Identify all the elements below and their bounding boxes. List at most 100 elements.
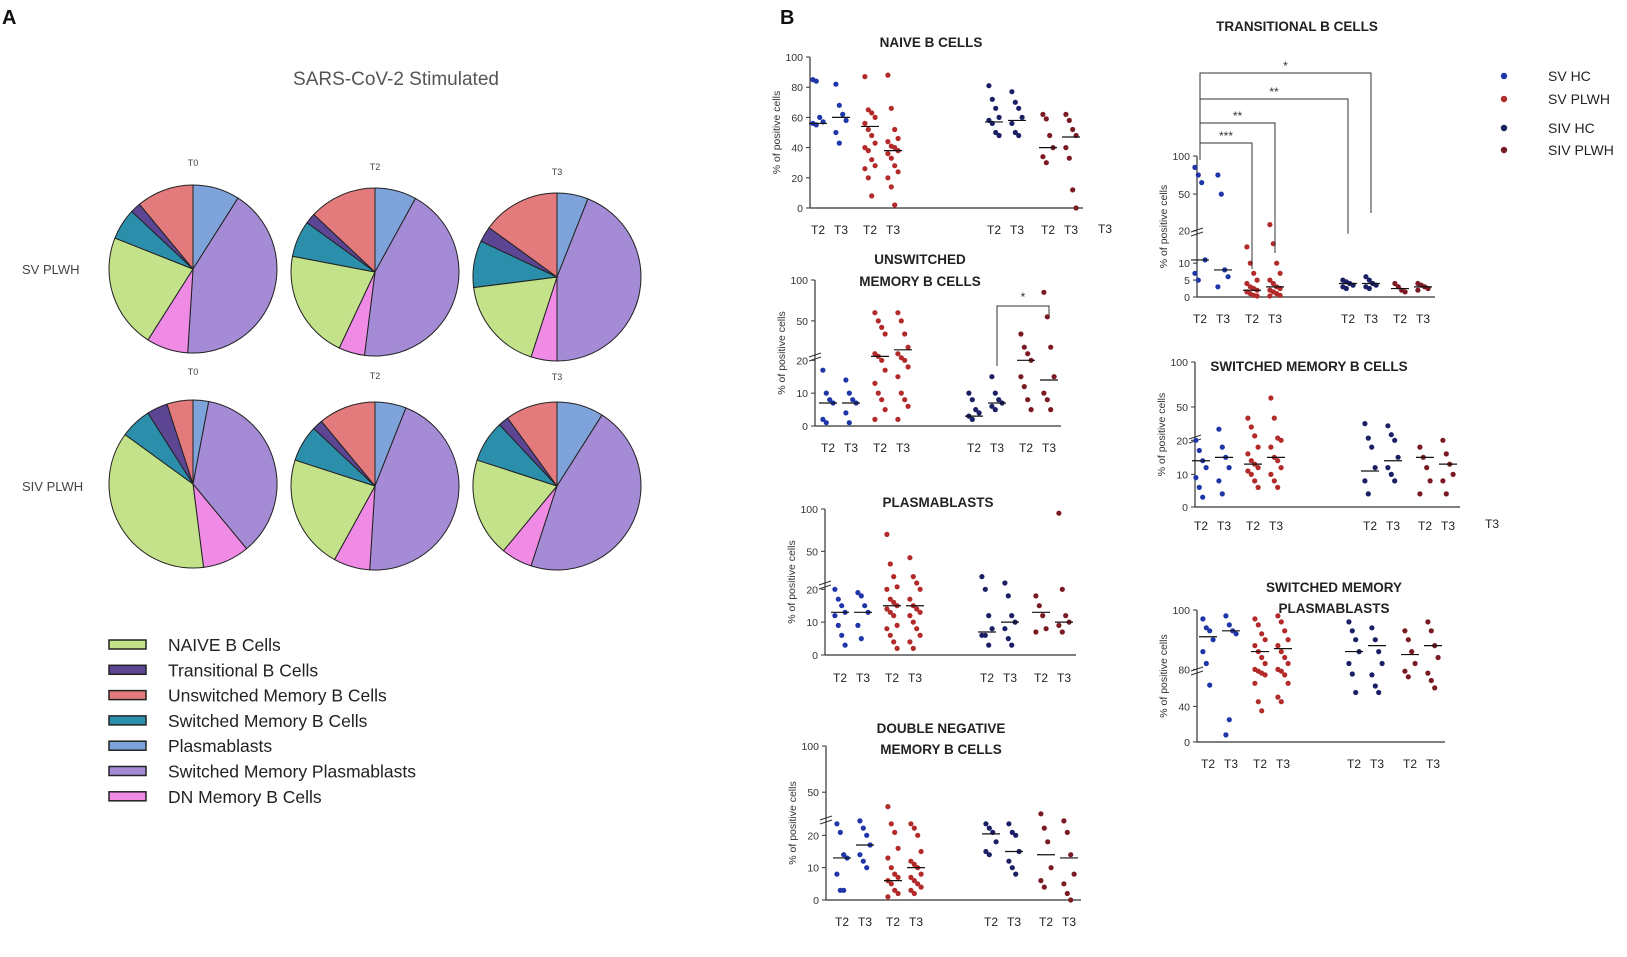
- data-point: [982, 632, 988, 638]
- pie-4: [108, 399, 278, 569]
- pie-slice: [166, 399, 194, 485]
- data-point: [884, 626, 890, 632]
- data-point: [865, 148, 871, 154]
- data-point: [1415, 287, 1421, 293]
- y-tick-label: 10: [1176, 469, 1188, 481]
- data-point: [1366, 285, 1372, 292]
- data-point: [986, 83, 992, 89]
- y-tick-label: 100: [1172, 605, 1190, 617]
- data-point: [872, 310, 878, 316]
- y-tick-label: 0: [1184, 292, 1190, 304]
- data-point: [1066, 155, 1072, 161]
- data-point: [1210, 637, 1216, 643]
- pie-slice: [363, 197, 460, 357]
- y-tick-label: 50: [1178, 189, 1190, 201]
- data-point: [911, 890, 917, 897]
- data-point: [1365, 491, 1371, 497]
- data-point: [879, 397, 885, 403]
- pie-slice: [472, 459, 558, 552]
- x-tick-label: T3: [1062, 915, 1076, 929]
- data-point: [1285, 637, 1291, 643]
- data-point: [986, 825, 992, 831]
- data-point: [1226, 465, 1232, 471]
- data-point: [1040, 154, 1046, 160]
- data-point: [1440, 437, 1446, 443]
- x-tick-label: T2: [1039, 915, 1053, 929]
- legend-swatch: [108, 765, 147, 777]
- plot-title: MEMORY B CELLS: [859, 274, 981, 289]
- col-label-siv-t0: T0: [188, 367, 199, 377]
- data-point: [989, 96, 995, 102]
- data-point: [1278, 699, 1284, 705]
- data-point: [1349, 628, 1355, 634]
- data-point: [1245, 451, 1251, 457]
- data-point: [1248, 424, 1254, 430]
- data-point: [892, 829, 898, 836]
- data-point: [885, 855, 891, 861]
- data-point: [817, 114, 823, 120]
- data-point: [865, 175, 871, 181]
- data-point: [1402, 628, 1408, 634]
- data-point: [858, 636, 864, 642]
- series-legend: SV HC SV PLWH SIV HC SIV PLWH: [1500, 68, 1614, 158]
- data-point: [862, 145, 868, 151]
- data-point: [858, 593, 864, 599]
- data-point: [895, 845, 901, 851]
- data-point: [989, 374, 995, 380]
- data-point: [850, 397, 856, 403]
- data-point: [1207, 682, 1213, 688]
- data-point: [1040, 111, 1046, 117]
- x-tick-label: T2: [1253, 757, 1267, 771]
- data-point: [1009, 120, 1015, 126]
- data-point: [1064, 829, 1070, 836]
- data-point: [1016, 132, 1022, 139]
- legend-label: SV PLWH: [1548, 91, 1610, 107]
- plot-title: SWITCHED MEMORY B CELLS: [1210, 359, 1407, 374]
- data-point: [915, 832, 921, 838]
- data-point: [895, 374, 901, 380]
- data-point: [1255, 444, 1261, 450]
- x-tick-label: T2: [1194, 519, 1208, 533]
- x-tick-label: T2: [1393, 312, 1407, 326]
- data-point: [1277, 292, 1283, 298]
- data-point: [1440, 478, 1446, 484]
- scatter-plot-4: DOUBLE NEGATIVE MEMORY B CELLS 0 10 20 50 100%…: [787, 721, 1081, 929]
- data-point: [1245, 468, 1251, 474]
- legend-label: SIV PLWH: [1548, 142, 1614, 158]
- x-tick-label: T3: [1426, 757, 1440, 771]
- y-tick-label: 20: [1176, 435, 1188, 447]
- y-tick-label: 10: [807, 863, 819, 875]
- data-point: [986, 642, 992, 648]
- data-point: [888, 105, 894, 111]
- data-point: [820, 416, 826, 422]
- data-point: [1200, 649, 1206, 655]
- axis-break-mark: [819, 815, 833, 821]
- data-point: [1365, 435, 1371, 441]
- y-tick-label: 80: [1178, 664, 1190, 676]
- data-point: [836, 140, 842, 146]
- data-point: [1013, 871, 1019, 877]
- x-tick-label: T2: [873, 441, 887, 455]
- data-point: [1402, 289, 1408, 295]
- plot-title: NAIVE B CELLS: [880, 35, 983, 50]
- x-tick-label: T2: [863, 223, 877, 237]
- data-point: [895, 310, 901, 316]
- x-tick-label: T3: [896, 441, 910, 455]
- y-tick-label: 0: [1184, 737, 1190, 749]
- scatter-plot-2: UNSWITCHED MEMORY B CELLS 0 10 20 50 100 % of p…: [776, 252, 1061, 455]
- data-point: [993, 105, 999, 111]
- data-point: [1278, 668, 1284, 674]
- data-point: [1036, 603, 1042, 609]
- y-tick-label: 0: [813, 895, 819, 907]
- x-tick-label: T3: [1003, 671, 1017, 685]
- data-point: [910, 619, 916, 625]
- data-point: [892, 163, 898, 169]
- data-point: [1248, 471, 1254, 477]
- y-tick-label: 100: [785, 52, 803, 64]
- pie-slice: [313, 187, 376, 274]
- x-tick-label: T2: [1403, 757, 1417, 771]
- data-point: [910, 645, 916, 652]
- data-point: [1226, 622, 1232, 628]
- data-point: [1405, 637, 1411, 643]
- panel-a-letter: A: [2, 7, 16, 29]
